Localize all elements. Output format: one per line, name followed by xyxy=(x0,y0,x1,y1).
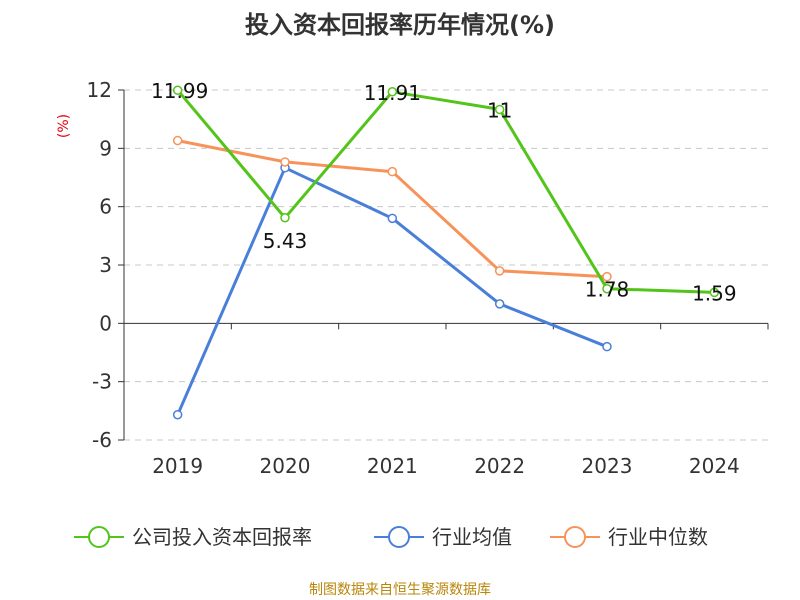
y-tick-label: 0 xyxy=(99,311,112,335)
gridlines xyxy=(124,89,768,441)
legend-swatch-marker xyxy=(88,526,110,548)
data-point xyxy=(709,287,720,298)
data-point xyxy=(494,104,505,115)
legend-swatch-marker xyxy=(564,526,586,548)
y-tick-label: -6 xyxy=(92,428,112,452)
data-point xyxy=(172,85,183,95)
data-point xyxy=(494,299,505,309)
data-point xyxy=(602,283,612,294)
legend-label: 行业中位数 xyxy=(608,525,708,549)
y-tick-label: 3 xyxy=(99,253,112,277)
data-label: 1.59 xyxy=(692,281,737,305)
series-line xyxy=(176,89,715,294)
data-labels: 11.99 5.43 11.91 11 1.78 1.59 xyxy=(151,79,737,305)
series-line xyxy=(177,139,608,279)
data-point xyxy=(602,271,612,282)
chart-title: 投入资本回报率历年情况(%) xyxy=(245,11,555,39)
data-label: 11 xyxy=(487,98,512,122)
data-label: 11.91 xyxy=(364,81,421,105)
legend: 公司投入资本回报率 行业均值 行业中位数 xyxy=(74,525,708,549)
source-note: 制图数据来自恒生聚源数据库 xyxy=(309,582,491,598)
x-tick-label: 2019 xyxy=(152,454,203,478)
y-tick-label: 9 xyxy=(99,136,112,160)
data-label: 5.43 xyxy=(263,229,308,253)
x-tick-label: 2021 xyxy=(367,454,418,478)
x-tick-label: 2023 xyxy=(582,454,633,478)
y-tick-label: -3 xyxy=(92,370,112,394)
y-tick-label: 12 xyxy=(87,78,112,102)
y-tick-label: 6 xyxy=(99,195,112,219)
data-point xyxy=(494,266,505,276)
y-axis-unit-label: (%) xyxy=(56,114,72,138)
series-line xyxy=(176,166,608,416)
data-point xyxy=(280,213,290,223)
data-label: 11.99 xyxy=(151,79,208,103)
x-tick-label: 2020 xyxy=(260,454,311,478)
data-point xyxy=(172,135,183,146)
series-lines xyxy=(172,85,720,420)
legend-label: 公司投入资本回报率 xyxy=(132,525,312,549)
data-point xyxy=(172,409,183,420)
data-point xyxy=(602,341,612,352)
axes: 12 9 6 3 0 -3 -6 2019 2020 2021 2022 2023 2024 xyxy=(87,78,769,478)
legend-label: 行业均值 xyxy=(432,525,512,549)
x-tick-label: 2022 xyxy=(474,454,525,478)
legend-swatch-marker xyxy=(388,526,410,548)
data-point xyxy=(280,157,290,167)
data-point xyxy=(387,166,398,177)
data-point xyxy=(387,213,398,224)
x-tick-label: 2024 xyxy=(689,454,740,478)
data-point xyxy=(387,87,398,97)
data-label: 1.78 xyxy=(585,278,630,302)
